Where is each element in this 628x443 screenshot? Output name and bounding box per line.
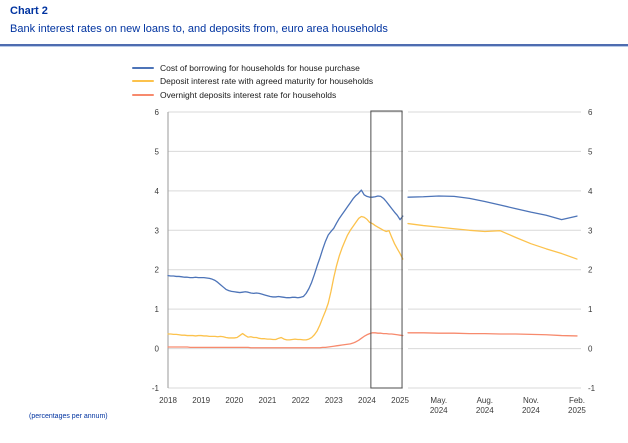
x-axis-label-year-2021: 2021	[259, 396, 277, 405]
x-axis-label-Aug.2024: Aug. 2024	[476, 396, 494, 415]
legend-label: Overnight deposits interest rate for hou…	[160, 89, 337, 100]
y-axis-label-right-4: 4	[588, 187, 593, 196]
y-axis-label-left-5: 5	[155, 147, 160, 156]
y-axis-label-right-1: 1	[588, 305, 593, 314]
y-axis-label-left-4: 4	[155, 187, 160, 196]
legend-swatch-deposit-agreed-maturity	[132, 80, 154, 83]
header-divider	[0, 44, 628, 46]
chart-footnote: (percentages per annum)	[29, 413, 108, 420]
y-axis-label-left--1: -1	[152, 384, 160, 393]
x-axis-label-year-2020: 2020	[225, 396, 243, 405]
y-axis-label-left-3: 3	[155, 226, 160, 235]
zoom-region-box	[370, 110, 403, 389]
chart-title: Bank interest rates on new loans to, and…	[10, 23, 388, 35]
y-axis-label-right-0: 0	[588, 345, 593, 354]
legend-label: Cost of borrowing for households for hou…	[160, 62, 360, 73]
legend-item-overnight-deposits: Overnight deposits interest rate for hou…	[132, 88, 373, 102]
legend-item-deposit-agreed-maturity: Deposit interest rate with agreed maturi…	[132, 75, 373, 89]
x-axis-label-year-2023: 2023	[325, 396, 343, 405]
legend-swatch-cost-of-borrowing	[132, 66, 154, 69]
series-line-left-overnight-deposits	[167, 332, 404, 349]
y-axis-label-right-2: 2	[588, 266, 593, 275]
series-line-left-deposit-agreed-maturity	[167, 215, 404, 341]
y-axis-label-left-6: 6	[155, 108, 160, 117]
y-axis-label-left-1: 1	[155, 305, 160, 314]
x-axis-label-year-2025: 2025	[391, 396, 409, 405]
x-axis-label-Nov.2024: Nov. 2024	[522, 396, 540, 415]
x-axis-label-May.2024: May. 2024	[430, 396, 448, 415]
chart-number-label: Chart 2	[10, 5, 48, 17]
series-line-right-cost-of-borrowing	[407, 195, 578, 221]
y-axis-label-right-3: 3	[588, 226, 593, 235]
legend-item-cost-of-borrowing: Cost of borrowing for households for hou…	[132, 61, 373, 75]
x-axis-label-year-2022: 2022	[292, 396, 310, 405]
legend-swatch-overnight-deposits	[132, 93, 154, 96]
y-axis-label-right-5: 5	[588, 147, 593, 156]
y-axis-label-right--1: -1	[588, 384, 596, 393]
y-axis-label-left-0: 0	[155, 345, 160, 354]
x-axis-label-Feb.2025: Feb. 2025	[568, 396, 586, 415]
x-axis-label-year-2019: 2019	[192, 396, 210, 405]
series-line-left-cost-of-borrowing	[167, 189, 404, 299]
x-axis-label-year-2018: 2018	[159, 396, 177, 405]
legend-label: Deposit interest rate with agreed maturi…	[160, 76, 374, 87]
x-axis-label-year-2024: 2024	[358, 396, 376, 405]
y-axis-label-left-2: 2	[155, 266, 160, 275]
y-axis-label-right-6: 6	[588, 108, 593, 117]
series-line-right-overnight-deposits	[407, 332, 578, 337]
header-divider-light	[0, 46, 628, 47]
series-line-right-deposit-agreed-maturity	[407, 222, 578, 260]
chart-legend: Cost of borrowing for households for hou…	[132, 61, 373, 102]
